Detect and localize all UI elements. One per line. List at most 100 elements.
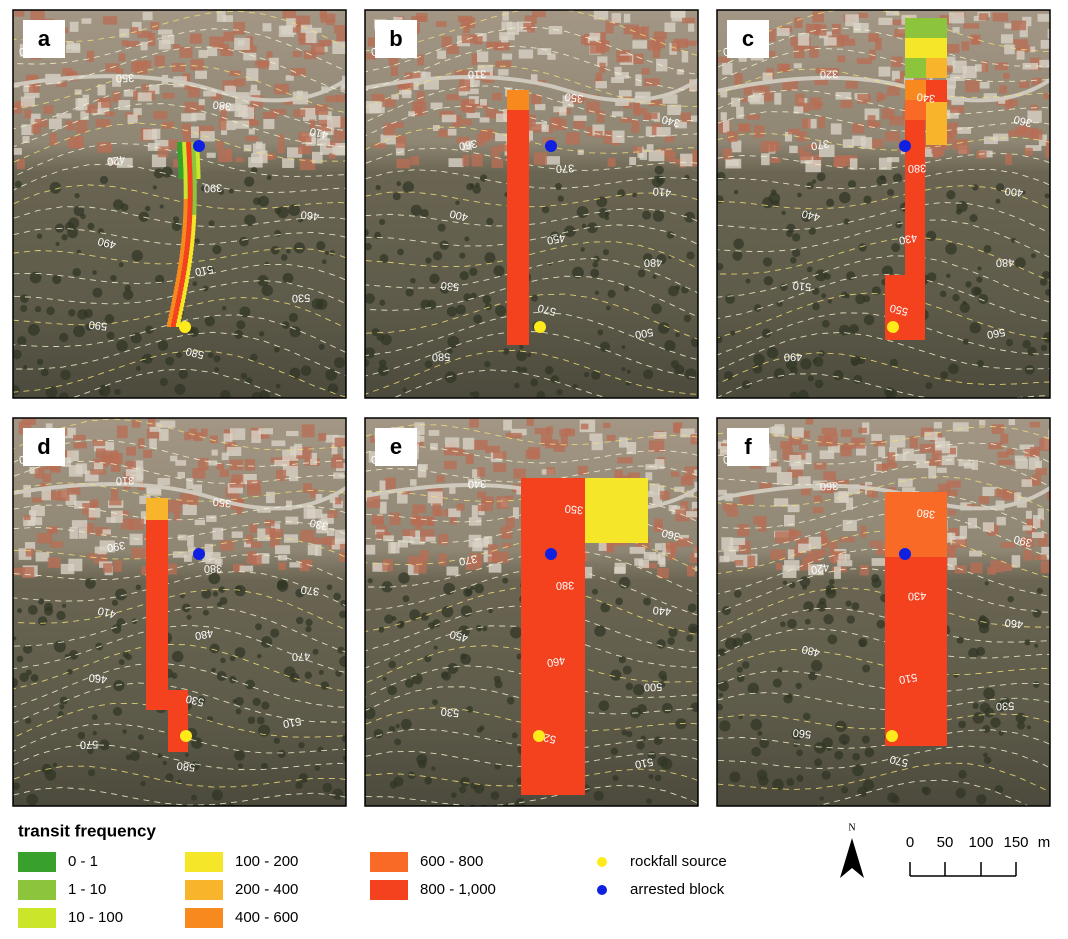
vegetation [995, 199, 1000, 204]
transit-cell [177, 142, 182, 147]
building [1023, 525, 1032, 530]
vegetation [724, 371, 733, 380]
building [335, 438, 351, 447]
vegetation [222, 306, 227, 311]
building [431, 103, 443, 109]
legend-swatch [185, 852, 223, 872]
building [371, 519, 384, 524]
map-panel: 3403103503303903803704104804704605305105… [3, 418, 363, 808]
vegetation [926, 231, 936, 241]
building [269, 153, 276, 159]
building [459, 79, 470, 91]
vegetation [482, 295, 491, 304]
vegetation [236, 709, 242, 715]
vegetation [515, 798, 525, 808]
vegetation [767, 347, 778, 358]
building [472, 154, 483, 167]
vegetation [510, 627, 522, 639]
vegetation [807, 266, 813, 272]
building [795, 94, 804, 105]
building [278, 134, 284, 141]
vegetation [597, 329, 603, 335]
vegetation [774, 368, 785, 379]
transit-cell [926, 102, 947, 122]
contour-label: 380 [204, 562, 223, 575]
vegetation [545, 366, 554, 375]
building [390, 513, 401, 526]
vegetation [248, 716, 256, 724]
building [200, 131, 215, 141]
building [810, 97, 821, 110]
building [365, 545, 375, 555]
building [35, 468, 45, 479]
vegetation [78, 732, 85, 739]
building [665, 136, 674, 142]
building [537, 48, 551, 55]
vegetation [238, 763, 243, 768]
vegetation [970, 322, 981, 333]
vegetation [658, 671, 666, 679]
vegetation [456, 305, 466, 315]
building [890, 435, 905, 447]
vegetation [318, 747, 324, 753]
building [1017, 51, 1025, 60]
building [168, 500, 181, 513]
vegetation [259, 331, 264, 336]
vegetation [265, 262, 269, 266]
contour-label: 340 [468, 477, 487, 490]
vegetation [662, 703, 673, 714]
vegetation [763, 257, 772, 266]
building [831, 123, 842, 134]
building [175, 460, 186, 466]
building [206, 515, 217, 522]
contour-label: 310 [468, 67, 487, 80]
building [429, 430, 440, 436]
building [513, 469, 526, 479]
vegetation [865, 748, 875, 758]
building [858, 13, 868, 18]
vegetation [319, 670, 324, 675]
contour-label: 480 [644, 256, 663, 269]
vegetation [484, 252, 495, 263]
legend-point [597, 857, 607, 867]
building [293, 110, 305, 118]
building [411, 156, 419, 165]
building [1008, 130, 1024, 136]
vegetation [112, 600, 118, 606]
legend-label: 100 - 200 [235, 853, 298, 870]
building [1023, 550, 1032, 561]
building [958, 148, 969, 154]
vegetation [833, 370, 843, 380]
building [62, 68, 72, 75]
vegetation [646, 798, 652, 804]
building [491, 147, 500, 158]
building [979, 496, 989, 504]
building [488, 556, 497, 562]
building [235, 157, 243, 162]
vegetation [113, 707, 122, 716]
building [462, 155, 469, 166]
building [25, 542, 35, 549]
building [813, 507, 824, 513]
building [81, 18, 91, 23]
contour-label: 350 [212, 495, 232, 509]
building [131, 62, 139, 72]
vegetation [502, 578, 508, 584]
building [791, 463, 804, 469]
vegetation [488, 609, 493, 614]
building [655, 543, 662, 550]
vegetation [214, 367, 219, 372]
vegetation [530, 379, 538, 387]
building [633, 103, 640, 113]
vegetation [1007, 596, 1013, 602]
building [207, 153, 216, 158]
building [632, 120, 640, 133]
vegetation [632, 193, 637, 198]
building [252, 555, 262, 566]
building [523, 23, 535, 30]
building [31, 506, 45, 516]
building [436, 21, 447, 27]
vegetation [880, 175, 886, 181]
building [667, 105, 681, 115]
vegetation [162, 167, 173, 178]
